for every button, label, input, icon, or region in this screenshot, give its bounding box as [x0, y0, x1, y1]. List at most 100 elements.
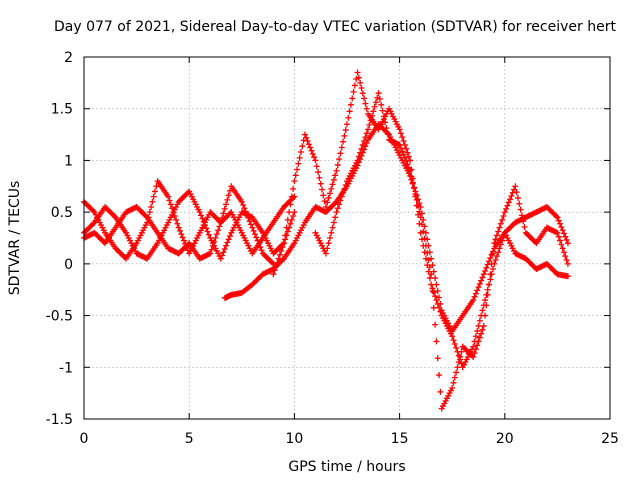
- data-point: [269, 259, 276, 266]
- data-point: [416, 208, 423, 215]
- data-point: [433, 281, 440, 288]
- data-point: [336, 156, 343, 163]
- data-point: [253, 234, 260, 241]
- data-point: [491, 240, 498, 247]
- data-point: [150, 193, 157, 200]
- data-point: [554, 214, 561, 221]
- data-point: [248, 221, 255, 228]
- data-point: [421, 235, 428, 242]
- data-point: [479, 307, 486, 314]
- x-tick-label: 25: [601, 431, 619, 447]
- data-point: [564, 273, 571, 280]
- data-point: [383, 125, 390, 132]
- data-point: [563, 236, 570, 243]
- data-point: [297, 149, 304, 156]
- data-point: [173, 216, 180, 223]
- data-point: [304, 138, 311, 145]
- x-tick-label: 20: [496, 431, 514, 447]
- data-point: [557, 237, 564, 244]
- data-point: [492, 236, 499, 243]
- data-point: [518, 212, 525, 219]
- data-point: [428, 271, 435, 278]
- data-point: [516, 200, 523, 207]
- data-point: [379, 107, 386, 114]
- data-point: [370, 108, 377, 115]
- data-point: [497, 220, 504, 227]
- data-point: [219, 252, 226, 259]
- data-point: [504, 202, 511, 209]
- data-point: [213, 231, 220, 238]
- data-point: [179, 234, 186, 241]
- x-axis-label: GPS time / hours: [288, 459, 405, 475]
- data-point: [290, 185, 297, 192]
- data-point: [493, 232, 500, 239]
- data-point: [363, 105, 370, 112]
- data-point: [471, 350, 478, 357]
- data-point: [492, 256, 499, 263]
- ticks-layer: 0 5 10 15 20 25 -1.5 -1 -0.5 0 0.5 1 1.5 2: [46, 50, 619, 447]
- data-point: [209, 242, 216, 249]
- data-point: [480, 271, 487, 278]
- data-point: [418, 221, 425, 228]
- data-point: [305, 141, 312, 148]
- data-point: [430, 289, 437, 296]
- data-point: [224, 239, 231, 246]
- data-point: [483, 302, 490, 309]
- data-point: [409, 179, 416, 186]
- y-tick-label: 1: [64, 153, 73, 169]
- data-point: [251, 231, 258, 238]
- data-point: [221, 245, 228, 252]
- data-point: [428, 281, 435, 288]
- data-point: [201, 222, 208, 229]
- data-point: [399, 148, 406, 155]
- data-point: [176, 227, 183, 234]
- data-point: [521, 224, 528, 231]
- series-track-d: [221, 121, 571, 335]
- data-point: [242, 208, 249, 215]
- data-point: [512, 183, 519, 190]
- data-point: [342, 181, 349, 188]
- data-point: [489, 266, 496, 273]
- data-point: [270, 271, 277, 278]
- data-point: [366, 121, 373, 128]
- data-point: [225, 192, 232, 199]
- data-point: [361, 138, 368, 145]
- y-tick-label: -1.5: [46, 412, 73, 428]
- data-point: [365, 126, 372, 133]
- data-point: [336, 201, 343, 208]
- data-point: [326, 235, 333, 241]
- data-point: [275, 255, 282, 262]
- data-point: [203, 225, 210, 232]
- data-point: [471, 293, 478, 300]
- data-point: [284, 228, 291, 235]
- series-track-b: [81, 188, 298, 262]
- data-point: [560, 230, 567, 237]
- data-point: [291, 178, 298, 185]
- data-point: [475, 338, 482, 345]
- data-point: [272, 263, 279, 270]
- data-point: [221, 205, 228, 212]
- data-point: [338, 144, 345, 151]
- data-point: [487, 271, 494, 278]
- series-track-a: [81, 178, 298, 262]
- data-point: [142, 213, 149, 220]
- data-point: [497, 241, 504, 248]
- data-point: [291, 209, 298, 216]
- data-point: [449, 333, 456, 340]
- data-point: [334, 161, 341, 168]
- data-point: [340, 138, 347, 145]
- data-point: [457, 353, 464, 360]
- data-point: [458, 348, 465, 355]
- plot-frame: [83, 56, 611, 420]
- data-point: [501, 209, 508, 216]
- data-point: [334, 205, 341, 212]
- data-point: [429, 288, 436, 295]
- data-point: [148, 203, 155, 210]
- data-point: [475, 322, 482, 329]
- data-point: [337, 150, 344, 157]
- data-point: [204, 228, 211, 235]
- data-point: [274, 259, 281, 266]
- data-point: [478, 330, 485, 337]
- data-point: [296, 154, 303, 161]
- data-point: [407, 167, 414, 174]
